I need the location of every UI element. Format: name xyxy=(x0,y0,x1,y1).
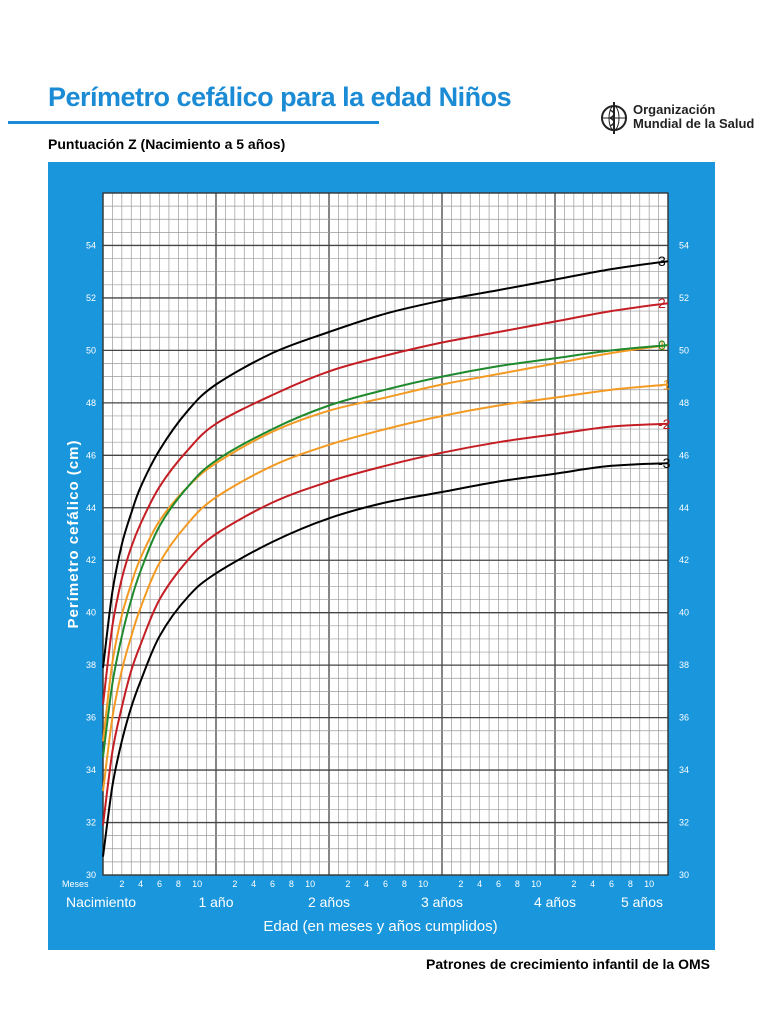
month-tick-label: 8 xyxy=(176,879,181,889)
title-underline xyxy=(8,121,379,124)
y-tick-label-left: 34 xyxy=(86,765,96,775)
chart-title: Perímetro cefálico para la edad Niños xyxy=(48,82,512,112)
month-tick-label: 4 xyxy=(364,879,369,889)
y-tick-label-right: 50 xyxy=(679,345,689,355)
who-emblem-icon xyxy=(601,102,627,134)
z-score-label-minus3: -3 xyxy=(658,455,671,471)
month-tick-label: 6 xyxy=(496,879,501,889)
year-label: 5 años xyxy=(621,894,663,910)
month-tick-label: 8 xyxy=(628,879,633,889)
month-tick-label: 4 xyxy=(138,879,143,889)
month-tick-label: 10 xyxy=(644,879,654,889)
y-tick-label-right: 46 xyxy=(679,450,689,460)
who-organization-name: Organización Mundial de la Salud xyxy=(633,103,754,131)
y-tick-label-right: 36 xyxy=(679,713,689,723)
month-tick-label: 2 xyxy=(232,879,237,889)
month-tick-label: 8 xyxy=(402,879,407,889)
z-score-line-2 xyxy=(102,302,669,705)
month-tick-label: 6 xyxy=(383,879,388,889)
y-tick-label-right: 32 xyxy=(679,818,689,828)
z-score-line-minus1 xyxy=(102,383,669,792)
z-score-label-0: 0 xyxy=(658,337,666,353)
z-score-line-minus3 xyxy=(102,462,669,857)
z-score-label-3: 3 xyxy=(658,253,666,269)
month-tick-label: 10 xyxy=(305,879,315,889)
chart-subtitle: Puntuación Z (Nacimiento a 5 años) xyxy=(48,136,286,152)
month-tick-label: 10 xyxy=(418,879,428,889)
y-tick-label-right: 40 xyxy=(679,608,689,618)
month-tick-label: 8 xyxy=(289,879,294,889)
month-tick-label: 8 xyxy=(515,879,520,889)
year-label: 4 años xyxy=(534,894,576,910)
months-prefix-label: Meses xyxy=(62,879,89,889)
y-tick-label-right: 54 xyxy=(679,240,689,250)
y-tick-label-right: 30 xyxy=(679,870,689,880)
y-tick-label-left: 54 xyxy=(86,240,96,250)
month-tick-label: 2 xyxy=(345,879,350,889)
y-tick-label-left: 32 xyxy=(86,818,96,828)
month-tick-label: 4 xyxy=(590,879,595,889)
y-tick-label-right: 42 xyxy=(679,555,689,565)
chart-grid xyxy=(102,192,669,876)
y-tick-label-left: 44 xyxy=(86,503,96,513)
year-label: 1 año xyxy=(198,894,233,910)
year-label: 3 años xyxy=(421,894,463,910)
z-score-line-1 xyxy=(102,344,669,742)
month-tick-label: 2 xyxy=(119,879,124,889)
y-tick-label-right: 52 xyxy=(679,293,689,303)
month-tick-label: 6 xyxy=(157,879,162,889)
footer-source: Patrones de crecimiento infantil de la O… xyxy=(426,956,710,972)
z-score-line-0 xyxy=(102,344,669,758)
month-tick-label: 10 xyxy=(531,879,541,889)
y-tick-label-left: 30 xyxy=(86,870,96,880)
y-axis-label: Perímetro cefálico (cm) xyxy=(65,440,82,629)
plot-border xyxy=(102,192,669,876)
month-tick-label: 10 xyxy=(192,879,202,889)
y-tick-label-left: 40 xyxy=(86,608,96,618)
month-tick-label: 4 xyxy=(251,879,256,889)
y-tick-label-left: 52 xyxy=(86,293,96,303)
z-score-line-3 xyxy=(102,260,669,668)
organization-line-1: Organización xyxy=(633,102,716,117)
x-axis-label: Edad (en meses y años cumplidos) xyxy=(263,918,497,935)
z-score-label-2: 2 xyxy=(658,295,666,311)
month-tick-label: 6 xyxy=(609,879,614,889)
y-tick-label-right: 48 xyxy=(679,398,689,408)
y-tick-label-left: 48 xyxy=(86,398,96,408)
y-tick-label-left: 42 xyxy=(86,555,96,565)
y-tick-label-right: 44 xyxy=(679,503,689,513)
organization-line-2: Mundial de la Salud xyxy=(633,116,755,131)
y-tick-label-left: 36 xyxy=(86,713,96,723)
z-score-label-minus2: -2 xyxy=(658,416,671,432)
y-tick-label-right: 34 xyxy=(679,765,689,775)
y-tick-label-left: 46 xyxy=(86,450,96,460)
year-label: 2 años xyxy=(308,894,350,910)
z-score-label-minus1: -1 xyxy=(658,376,671,392)
month-tick-label: 2 xyxy=(571,879,576,889)
y-tick-label-right: 38 xyxy=(679,660,689,670)
y-tick-label-left: 38 xyxy=(86,660,96,670)
month-tick-label: 6 xyxy=(270,879,275,889)
z-score-line-minus2 xyxy=(102,422,669,826)
month-tick-label: 2 xyxy=(458,879,463,889)
year-label: Nacimiento xyxy=(66,894,136,910)
month-tick-label: 4 xyxy=(477,879,482,889)
y-tick-label-left: 50 xyxy=(86,345,96,355)
